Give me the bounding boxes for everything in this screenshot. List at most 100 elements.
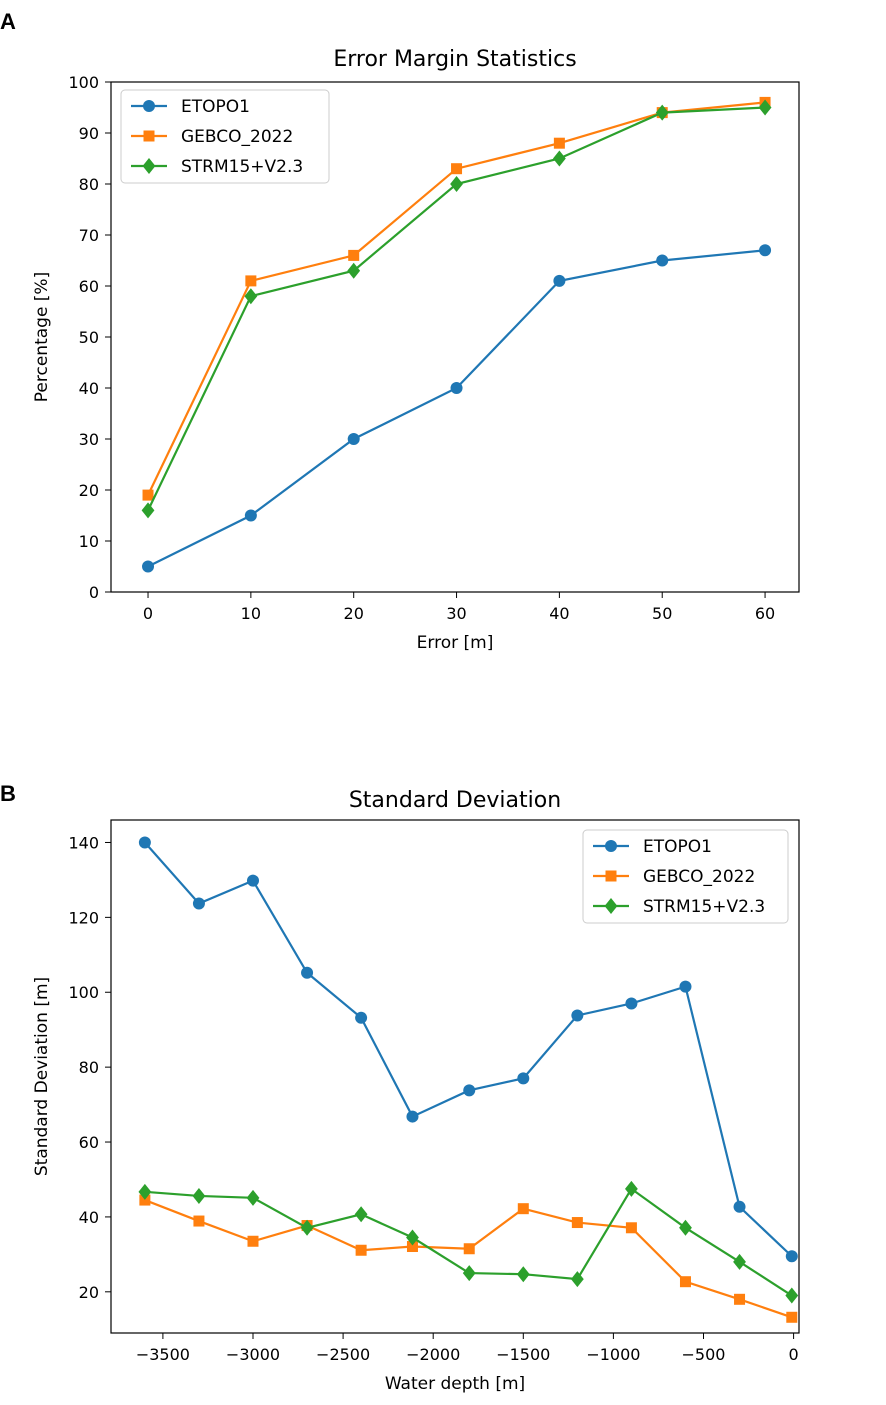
data-point <box>553 137 565 149</box>
x-tick-label: −2000 <box>406 1345 460 1364</box>
x-tick-label: −3000 <box>226 1345 280 1364</box>
data-point <box>246 874 259 887</box>
data-point <box>625 997 638 1010</box>
data-point <box>552 150 566 167</box>
legend-label: GEBCO_2022 <box>181 127 293 147</box>
data-point <box>517 1072 530 1085</box>
data-point <box>785 1287 799 1304</box>
data-point <box>786 1311 798 1323</box>
legend-box <box>582 829 789 924</box>
x-tick-label: −1500 <box>496 1345 550 1364</box>
chart-standard-deviation: Standard Deviation −3500 −3000 −2500 −2000 −1… <box>32 788 800 1394</box>
legend-marker <box>605 870 617 882</box>
data-point <box>138 1183 152 1200</box>
data-point <box>138 836 151 849</box>
data-point <box>245 275 257 287</box>
data-point <box>733 1253 746 1270</box>
x-tick-label: −3500 <box>136 1345 190 1364</box>
data-point <box>625 1180 638 1197</box>
y-tick-label: 60 <box>79 277 99 296</box>
data-point <box>759 244 772 257</box>
data-point <box>142 560 155 573</box>
data-point <box>246 1189 260 1206</box>
y-tick-label: 50 <box>79 328 99 347</box>
x-tick-label: −500 <box>682 1345 726 1364</box>
legend-label: STRM15+V2.3 <box>643 897 765 917</box>
x-tick-label: 0 <box>789 1345 799 1364</box>
chart-error-margin: Error Margin Statistics 0 10 20 30 40 50 60 0 10 2… <box>32 47 800 653</box>
data-point <box>463 1243 475 1255</box>
x-tick-label: 60 <box>755 604 775 623</box>
data-point <box>553 274 566 287</box>
x-axis-label: Water depth [m] <box>385 1374 525 1394</box>
data-point <box>354 1206 368 1223</box>
data-point <box>192 1187 206 1204</box>
y-tick-label: 20 <box>79 481 99 500</box>
data-point <box>142 489 154 501</box>
y-tick-label: 140 <box>68 833 99 852</box>
data-point <box>679 1276 691 1288</box>
data-point <box>655 104 669 121</box>
x-tick-label: −1000 <box>586 1345 640 1364</box>
data-point <box>406 1110 419 1123</box>
x-tick-label: 20 <box>344 604 364 623</box>
y-tick-label: 120 <box>68 908 99 927</box>
y-tick-label: 20 <box>79 1283 99 1302</box>
chart-title: Error Margin Statistics <box>333 47 576 72</box>
legend-box <box>120 89 330 184</box>
data-point <box>517 1203 529 1215</box>
legend-label: GEBCO_2022 <box>643 867 755 887</box>
plot-frame <box>110 81 800 593</box>
data-point <box>192 897 205 910</box>
y-axis-label: Percentage [%] <box>32 272 52 402</box>
data-point <box>244 288 258 305</box>
data-point <box>571 1217 583 1229</box>
x-tick-label: 50 <box>652 604 672 623</box>
series-line-0 <box>147 249 766 568</box>
data-point <box>406 1241 418 1253</box>
data-point <box>406 1229 419 1246</box>
legend-label: ETOPO1 <box>643 837 712 857</box>
y-tick-label: 40 <box>79 379 99 398</box>
y-tick-label: 70 <box>79 226 99 245</box>
y-tick-label: 100 <box>68 73 99 92</box>
y-tick-label: 30 <box>79 430 99 449</box>
data-point <box>347 262 361 279</box>
data-point <box>193 1215 205 1227</box>
data-point <box>679 1219 692 1236</box>
legend-marker <box>605 840 617 852</box>
data-point <box>571 1009 584 1022</box>
data-point <box>348 249 360 261</box>
data-point <box>141 502 155 519</box>
data-point <box>450 382 463 394</box>
legend-marker <box>143 130 155 142</box>
data-point <box>300 1219 314 1236</box>
data-point <box>656 254 669 267</box>
data-point <box>758 99 772 116</box>
panel-b-letter: B <box>0 781 16 806</box>
legend-marker <box>142 158 156 174</box>
legend-marker <box>604 898 618 914</box>
y-tick-label: 0 <box>89 583 99 602</box>
x-tick-label: 0 <box>143 604 153 623</box>
data-point <box>347 433 360 445</box>
y-tick-label: 10 <box>79 532 99 551</box>
data-point <box>516 1266 530 1283</box>
x-tick-label: 30 <box>446 604 466 623</box>
x-axis-label: Error [m] <box>417 633 494 653</box>
legend-marker <box>143 100 155 112</box>
data-point <box>733 1200 746 1213</box>
x-tick-label: 10 <box>241 604 261 623</box>
y-tick-label: 40 <box>79 1208 99 1227</box>
y-tick-label: 90 <box>79 124 99 143</box>
series-line-1 <box>144 1199 793 1319</box>
data-point <box>570 1271 584 1288</box>
data-point <box>679 980 692 993</box>
data-point <box>247 1235 259 1247</box>
y-axis-label: Standard Deviation [m] <box>32 977 52 1176</box>
data-point <box>355 1244 367 1256</box>
data-point <box>139 1194 151 1206</box>
panel-a-letter: A <box>0 9 16 34</box>
data-point <box>355 1011 368 1024</box>
